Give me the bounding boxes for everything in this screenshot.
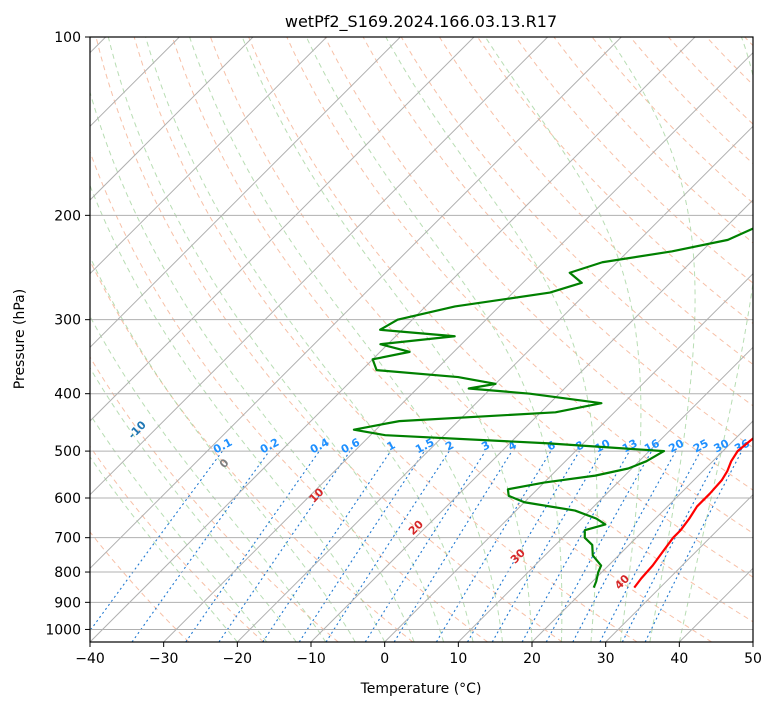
- moist-adiabat-line: [678, 37, 753, 642]
- y-axis-label: Pressure (hPa): [12, 289, 28, 389]
- moist-adiabat-line: [90, 90, 415, 642]
- dry-adiabat-line: [90, 356, 339, 642]
- mixing-ratio-label: 13: [620, 437, 640, 456]
- dry-adiabat-line: [439, 37, 753, 366]
- y-tick-label: 100: [54, 30, 81, 46]
- moist-adiabat-line: [90, 413, 268, 642]
- isotherm-line: [90, 37, 696, 642]
- dry-adiabat-line: [210, 37, 753, 623]
- mixing-ratio-line: [90, 450, 223, 632]
- mixing-ratio-line: [325, 450, 450, 642]
- isotherm-line: [90, 37, 401, 349]
- moist-adiabat-line: [608, 37, 696, 642]
- grid-lines: [90, 37, 753, 642]
- y-tick-label: 500: [54, 444, 81, 460]
- moist-adiabat-line: [90, 184, 386, 642]
- mixing-ratio-label: 30: [712, 437, 732, 456]
- mixing-ratio-label: 25: [691, 437, 711, 456]
- isotherm-line: [310, 199, 753, 642]
- y-tick-label: 600: [54, 491, 81, 507]
- temperature-profile-line: [633, 437, 753, 589]
- dry-adiabat-line: [133, 37, 638, 642]
- y-tick-label: 700: [54, 531, 81, 547]
- profile-lines: [352, 227, 753, 589]
- x-tick-label: 0: [380, 651, 389, 667]
- mixing-ratio-line: [545, 450, 653, 642]
- dry-adiabat-line: [324, 37, 753, 491]
- dewpoint-profile-line: [352, 227, 753, 589]
- moist-adiabat-line: [107, 37, 445, 642]
- x-tick-label: 20: [523, 651, 541, 667]
- dry-adiabat-line: [95, 37, 563, 642]
- y-tick-label: 900: [54, 595, 81, 611]
- y-tick-label: 200: [54, 208, 81, 224]
- mixing-ratio-line: [599, 450, 702, 642]
- x-tick-label: 30: [597, 651, 615, 667]
- isotherm-line: [90, 37, 622, 570]
- mixing-ratio-label: 20: [666, 437, 686, 456]
- dry-adiabat-line: [90, 259, 414, 642]
- chart-title: wetPf2_S169.2024.166.03.13.R17: [285, 12, 557, 32]
- x-tick-label: −40: [75, 651, 105, 667]
- mixing-ratio-line: [491, 450, 603, 642]
- y-tick-label: 300: [54, 313, 81, 329]
- isotherm-line: [236, 125, 753, 642]
- dry-adiabat-line: [400, 37, 753, 407]
- isotherm-line: [90, 37, 549, 496]
- isotherm-line: [531, 420, 753, 642]
- x-axis: −40 −30 −20 −10 0 10 20 30 40 50: [75, 642, 762, 667]
- mixing-ratio-line: [621, 450, 722, 642]
- y-tick-label: 800: [54, 565, 81, 581]
- mixing-ratio-line: [572, 450, 677, 642]
- x-tick-label: −20: [223, 651, 253, 667]
- mixing-ratio-line: [467, 450, 580, 642]
- isotherm-line: [605, 493, 753, 642]
- moist-adiabat-line: [189, 37, 504, 642]
- mixing-ratio-line: [364, 450, 486, 642]
- dry-adiabat-line: [286, 37, 753, 534]
- isotherm-line: [384, 272, 753, 642]
- isotherm-line: [457, 346, 753, 642]
- y-tick-label: 1000: [45, 622, 81, 638]
- mixing-ratio-line: [644, 450, 743, 642]
- dry-adiabat-line: [90, 531, 190, 642]
- x-tick-label: 10: [449, 651, 467, 667]
- x-tick-label: 50: [744, 651, 762, 667]
- mixing-ratio-line: [185, 450, 320, 642]
- y-tick-label: 400: [54, 387, 81, 403]
- x-tick-label: 40: [670, 651, 688, 667]
- mixing-ratio-line: [435, 450, 552, 642]
- x-tick-label: −10: [296, 651, 326, 667]
- mixing-ratio-line: [521, 450, 630, 642]
- isotherm-line: [90, 37, 475, 422]
- isotherm-line: [163, 51, 753, 642]
- y-axis: 100 200 300 400 500 600 700 800 900 1000: [45, 30, 90, 638]
- dry-adiabat-line: [248, 37, 753, 578]
- moist-adiabat-line: [90, 367, 297, 642]
- moist-adiabat-line: [385, 37, 598, 642]
- mixing-ratio-line: [298, 450, 425, 642]
- x-axis-label: Temperature (°C): [360, 681, 482, 697]
- isotherm-line: [90, 37, 254, 201]
- plot-frame: [89, 36, 754, 643]
- mixing-ratio-line: [393, 450, 513, 642]
- isotherm-line: [90, 37, 328, 275]
- x-tick-label: −30: [149, 651, 179, 667]
- moist-adiabat-line: [90, 315, 327, 642]
- moist-adiabat-line: [145, 37, 474, 642]
